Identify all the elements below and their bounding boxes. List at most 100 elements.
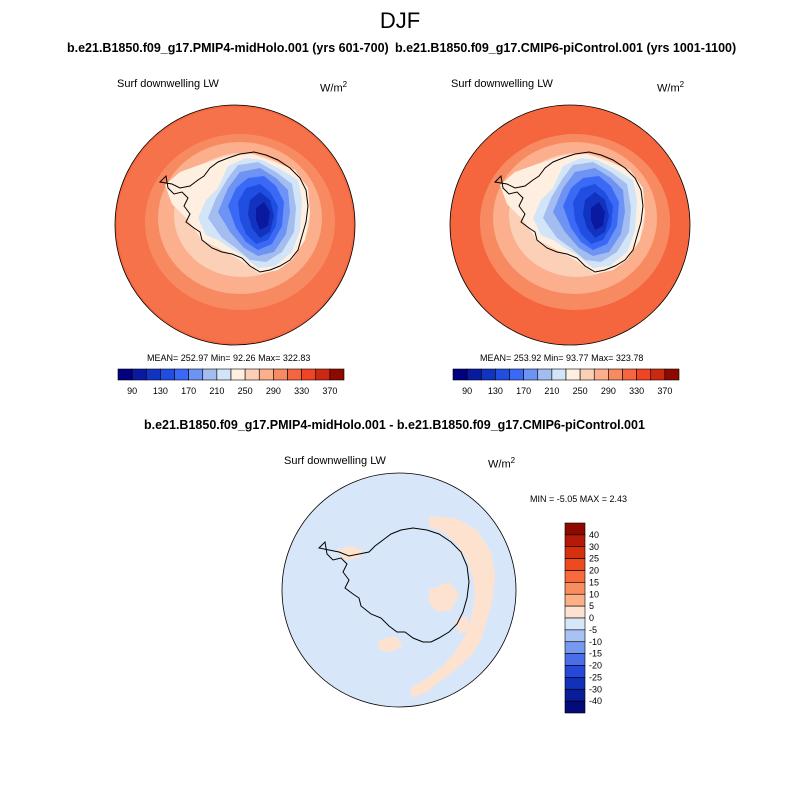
colorbar-cell (564, 641, 586, 654)
colorbar-tick-label: 10 (589, 589, 599, 599)
colorbar-cell (174, 368, 189, 381)
colorbar-cell (650, 368, 666, 381)
colorbar-cell (608, 368, 623, 381)
colorbar-tick-label: -30 (589, 684, 602, 694)
colorbar-tick-label: -25 (589, 672, 602, 682)
colorbar-cell (564, 546, 586, 559)
colorbar-cell (145, 368, 161, 381)
colorbar-cell (117, 368, 133, 381)
colorbar-tick-label: 0 (589, 613, 594, 623)
colorbar-cell (551, 368, 567, 381)
colorbar-cell (564, 617, 586, 631)
colorbar-tick-label: 15 (589, 577, 599, 587)
colorbar-cell (564, 558, 586, 571)
right-stats: MEAN= 253.92 Min= 93.77 Max= 323.78 (480, 353, 644, 363)
colorbar-tick-label: 90 (127, 386, 137, 396)
right-variable-label: Surf downwelling LW (451, 78, 553, 90)
right-map-field (450, 105, 690, 345)
colorbar-cell (188, 368, 204, 381)
left-variable-label: Surf downwelling LW (117, 78, 219, 90)
colorbar-cell (273, 368, 288, 381)
right-map (449, 104, 691, 346)
colorbar-tick-label: 40 (589, 530, 599, 540)
colorbar-cell (509, 368, 524, 381)
colorbar-cell (579, 368, 595, 381)
colorbar-tick-label: 370 (322, 386, 337, 396)
colorbar-cell (466, 368, 482, 381)
colorbar-tick-label: -20 (589, 661, 602, 671)
colorbar-cell (564, 582, 586, 595)
colorbar-tick-label: 210 (544, 386, 559, 396)
colorbar-cell (564, 653, 586, 666)
colorbar-cell (564, 593, 586, 607)
colorbar-tick-label: 90 (462, 386, 472, 396)
colorbar-cell (202, 368, 218, 381)
colorbar-tick-label: -10 (589, 637, 602, 647)
colorbar-cell (564, 605, 586, 619)
right-units-label: W/m2 (657, 80, 685, 95)
diff-stats: MIN = -5.05 MAX = 2.43 (530, 494, 628, 504)
colorbar-cell (131, 368, 147, 381)
colorbar-tick-label: 130 (488, 386, 503, 396)
colorbar-tick-label: 170 (516, 386, 531, 396)
colorbar-cell (452, 368, 468, 381)
colorbar-cell (636, 368, 652, 381)
colorbar-tick-label: 20 (589, 566, 599, 576)
colorbar-cell (315, 368, 331, 381)
colorbar-cell (564, 522, 586, 536)
diff-panel-title: b.e21.B1850.f09_g17.PMIP4-midHolo.001 - … (144, 418, 645, 432)
colorbar-cell (160, 368, 175, 381)
diff-units-label: W/m2 (488, 456, 516, 471)
colorbar-cell (537, 368, 553, 381)
colorbar-cell (564, 570, 586, 583)
right-antarctica-coastline (493, 151, 644, 273)
colorbar-tick-label: 30 (589, 542, 599, 552)
colorbar-cell (593, 368, 609, 381)
colorbar-tick-label: 250 (573, 386, 588, 396)
colorbar-tick-label: -5 (589, 625, 597, 635)
colorbar-cell (523, 368, 539, 381)
colorbar-tick-label: 130 (153, 386, 168, 396)
left-panel-title: b.e21.B1850.f09_g17.PMIP4-midHolo.001 (y… (67, 41, 389, 55)
colorbar-cell (564, 665, 586, 678)
left-antarctica-coastline (158, 151, 309, 273)
colorbar-cell (564, 700, 586, 714)
right-colorbar: 90 130 170 210 250 290 330 370 (452, 368, 680, 396)
colorbar-tick-label: 5 (589, 601, 594, 611)
colorbar-tick-label: -40 (589, 696, 602, 706)
colorbar-tick-label: 290 (266, 386, 281, 396)
colorbar-cell (287, 368, 302, 381)
left-map-field (115, 105, 355, 345)
colorbar-tick-label: -15 (589, 649, 602, 659)
colorbar-cell (564, 688, 586, 702)
left-units-label: W/m2 (320, 80, 348, 95)
diff-antarctica-coastline (317, 527, 470, 643)
diff-variable-label: Surf downwelling LW (284, 455, 386, 467)
left-colorbar: 90 130 170 210 250 290 330 370 (117, 368, 345, 396)
colorbar-cell (258, 368, 274, 381)
colorbar-cell (564, 534, 586, 548)
colorbar-tick-label: 25 (589, 554, 599, 564)
colorbar-tick-label: 330 (294, 386, 309, 396)
colorbar-cell (216, 368, 232, 381)
left-map (114, 104, 356, 346)
colorbar-cell (480, 368, 496, 381)
colorbar-tick-label: 210 (209, 386, 224, 396)
colorbar-cell (564, 677, 586, 690)
colorbar-tick-label: 370 (657, 386, 672, 396)
right-panel-title: b.e21.B1850.f09_g17.CMIP6-piControl.001 … (395, 41, 737, 55)
diff-map (281, 472, 517, 708)
colorbar-cell (565, 368, 581, 381)
colorbar-cell (244, 368, 260, 381)
colorbar-cell (564, 629, 586, 643)
colorbar-cell (664, 368, 680, 381)
colorbar-tick-label: 250 (238, 386, 253, 396)
colorbar-tick-label: 170 (181, 386, 196, 396)
colorbar-cell (230, 368, 246, 381)
colorbar-cell (495, 368, 510, 381)
diff-map-field (282, 473, 516, 707)
colorbar-cell (301, 368, 317, 381)
colorbar-cell (622, 368, 637, 381)
colorbar-cell (329, 368, 345, 381)
